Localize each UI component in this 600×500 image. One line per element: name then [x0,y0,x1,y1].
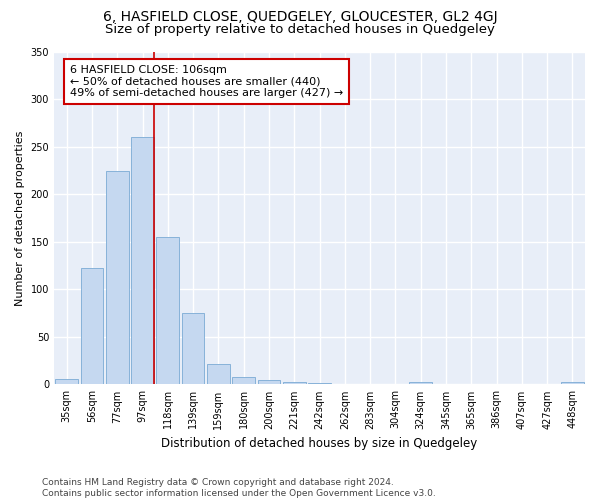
Text: Size of property relative to detached houses in Quedgeley: Size of property relative to detached ho… [105,22,495,36]
Bar [409,382,432,384]
Bar [561,382,584,384]
X-axis label: Distribution of detached houses by size in Quedgeley: Distribution of detached houses by size … [161,437,478,450]
Text: 6 HASFIELD CLOSE: 106sqm
← 50% of detached houses are smaller (440)
49% of semi-: 6 HASFIELD CLOSE: 106sqm ← 50% of detach… [70,65,343,98]
Bar [55,378,78,384]
Bar [131,137,154,384]
Text: Contains HM Land Registry data © Crown copyright and database right 2024.
Contai: Contains HM Land Registry data © Crown c… [42,478,436,498]
Bar [207,364,230,384]
Bar [182,313,205,384]
Bar [232,377,255,384]
Bar [106,172,128,384]
Y-axis label: Number of detached properties: Number of detached properties [15,130,25,306]
Text: 6, HASFIELD CLOSE, QUEDGELEY, GLOUCESTER, GL2 4GJ: 6, HASFIELD CLOSE, QUEDGELEY, GLOUCESTER… [103,10,497,24]
Bar [257,380,280,384]
Bar [283,382,305,384]
Bar [157,237,179,384]
Bar [80,268,103,384]
